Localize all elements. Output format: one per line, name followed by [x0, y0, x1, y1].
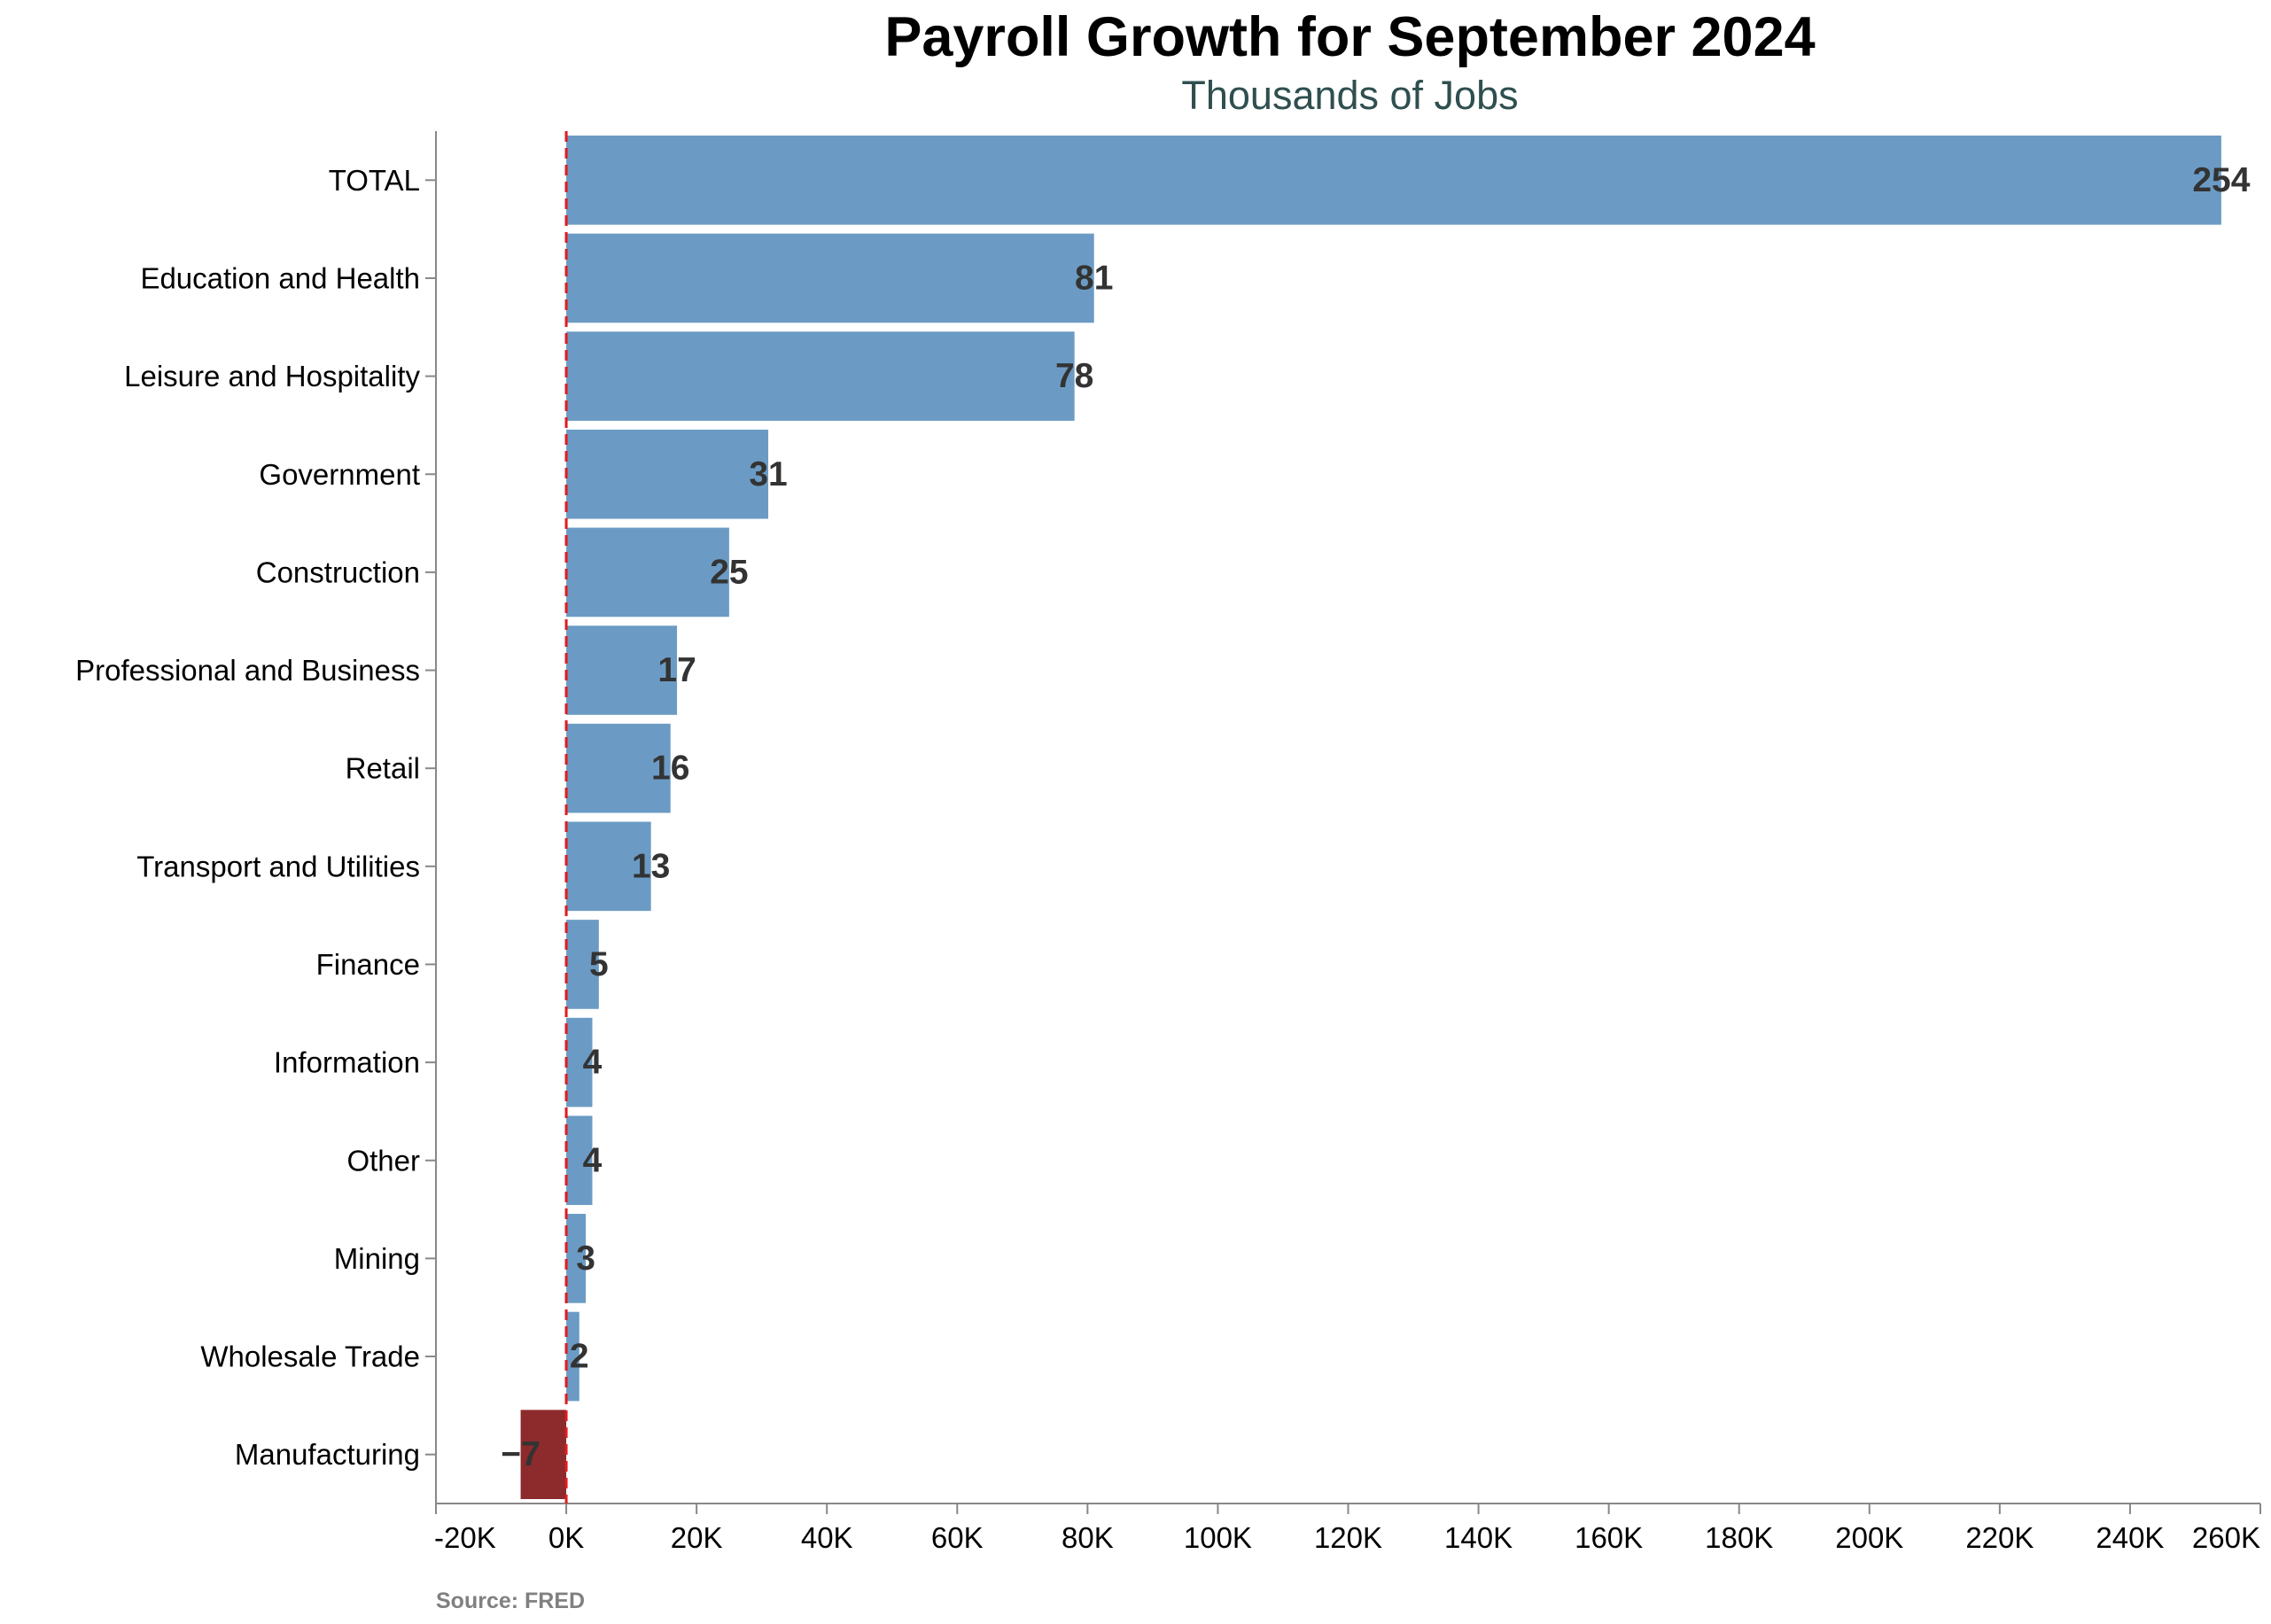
- x-tick-label: 40K: [801, 1521, 853, 1554]
- x-tick-label: 160K: [1575, 1521, 1643, 1554]
- bar-retail: [566, 723, 671, 813]
- bar-transport-and-utilities: [566, 821, 651, 912]
- bar-education-and-health: [566, 233, 1094, 323]
- bar-government: [566, 429, 769, 519]
- bar-mining: [566, 1214, 587, 1303]
- data-label: 2: [570, 1338, 589, 1376]
- y-tick-label: TOTAL: [329, 164, 420, 197]
- data-label: 5: [589, 945, 609, 983]
- data-label: 25: [710, 553, 748, 591]
- x-tick-label: 180K: [1705, 1521, 1773, 1554]
- bar-other: [566, 1115, 593, 1206]
- bar-finance: [566, 920, 599, 1009]
- data-label: 16: [651, 750, 689, 788]
- data-label: 13: [632, 847, 670, 885]
- y-tick-label: Finance: [316, 948, 420, 981]
- bar-information: [566, 1017, 593, 1107]
- bar-wholesale-trade: [566, 1311, 579, 1402]
- chart-title: Payroll Growth for September 2024: [884, 6, 1816, 68]
- bars-layer: [520, 136, 2221, 1499]
- bar-manufacturing: [520, 1410, 567, 1499]
- y-tick-label: Information: [274, 1046, 420, 1079]
- y-tick-label: Wholesale Trade: [200, 1340, 420, 1373]
- x-tick-label: 80K: [1062, 1521, 1114, 1554]
- data-label: 4: [583, 1141, 603, 1179]
- bar-leisure-and-hospitality: [566, 331, 1075, 421]
- data-label: 254: [2192, 161, 2250, 199]
- axes: TOTAL Education and Health Leisure and Hos…: [75, 131, 2261, 1554]
- y-tick-label: Government: [259, 458, 420, 491]
- x-tick-label: -20K: [434, 1521, 496, 1554]
- x-tick-label: 220K: [1965, 1521, 2034, 1554]
- data-label: 17: [657, 651, 696, 689]
- chart-source: Source: FRED: [436, 1589, 586, 1613]
- data-label: 4: [583, 1044, 603, 1082]
- data-label: −7: [501, 1435, 540, 1473]
- x-tick-label: 20K: [671, 1521, 723, 1554]
- y-tick-label: Mining: [334, 1242, 420, 1275]
- y-tick-label: Professional and Business: [75, 654, 420, 687]
- y-tick-label: Leisure and Hospitality: [124, 360, 420, 392]
- x-tick-label: 140K: [1444, 1521, 1513, 1554]
- data-label: 78: [1055, 357, 1093, 395]
- x-tick-label: 60K: [931, 1521, 984, 1554]
- bar-total: [566, 136, 2221, 225]
- y-tick-label: Education and Health: [140, 261, 420, 294]
- chart-subtitle: Thousands of Jobs: [1181, 73, 1519, 118]
- x-tick-label: 200K: [1835, 1521, 1903, 1554]
- x-tick-label: 120K: [1314, 1521, 1382, 1554]
- y-tick-label: Transport and Utilities: [136, 850, 420, 882]
- x-tick-label: 240K: [2096, 1521, 2164, 1554]
- x-tick-label: 100K: [1184, 1521, 1252, 1554]
- y-tick-label: Construction: [256, 556, 420, 588]
- data-labels-layer: 254 81 78 31 25 17 16 13 5 4 4 3 2 −7: [501, 161, 2250, 1473]
- y-tick-label: Manufacturing: [235, 1438, 420, 1471]
- x-tick-label: 0K: [548, 1521, 584, 1554]
- bar-professional-and-business: [566, 626, 678, 715]
- y-tick-label: Retail: [346, 752, 420, 785]
- data-label: 31: [749, 455, 787, 493]
- data-label: 81: [1075, 259, 1113, 297]
- data-label: 3: [576, 1239, 595, 1278]
- y-tick-label: Other: [346, 1144, 420, 1177]
- bar-construction: [566, 527, 729, 618]
- x-tick-label: 260K: [2192, 1521, 2260, 1554]
